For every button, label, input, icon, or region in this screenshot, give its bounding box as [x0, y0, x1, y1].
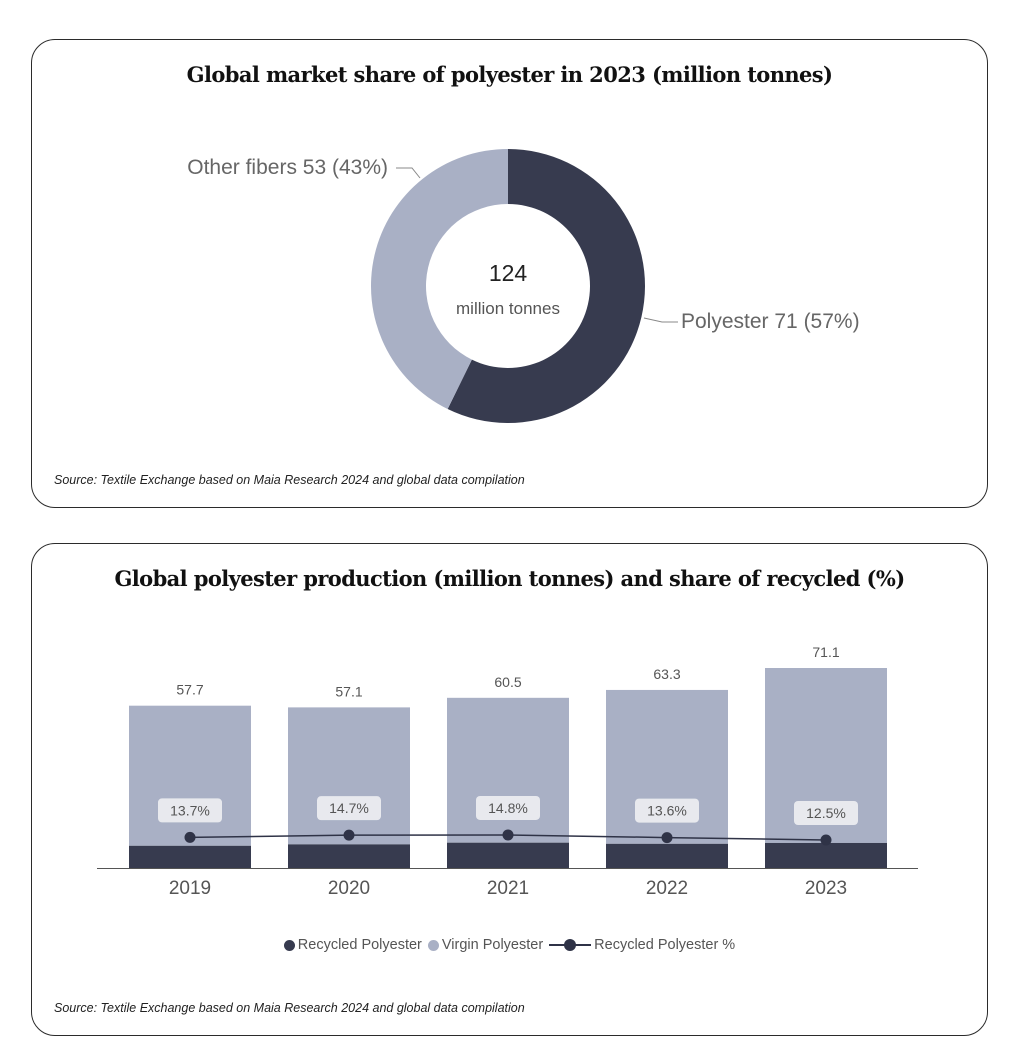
bar-recycled-2023 — [765, 842, 887, 868]
chart1-source: Source: Textile Exchange based on Maia R… — [54, 473, 525, 487]
legend-virgin-swatch — [427, 939, 439, 951]
recycled-pct-label-2021: 14.8% — [488, 800, 528, 816]
bar-virgin-2021 — [447, 697, 569, 843]
other-fibers-slice-label: Other fibers 53 (43%) — [187, 156, 388, 179]
donut-center-value: 124 — [489, 260, 528, 286]
chart2-legend: Recycled Polyester Virgin Polyester Recy… — [32, 937, 987, 953]
recycled-pct-label-2020: 14.7% — [329, 800, 369, 816]
x-tick-label-2019: 2019 — [169, 878, 211, 899]
bar-total-label-2020: 57.1 — [335, 683, 362, 699]
slice-polyester — [447, 149, 645, 423]
other-fibers-leader-line — [396, 167, 421, 179]
recycled-pct-point-2019 — [184, 831, 196, 843]
bar-virgin-2019 — [129, 705, 251, 846]
recycled-pct-label-2022: 13.6% — [647, 803, 687, 819]
bar-virgin-2020 — [288, 707, 410, 845]
chart2-title: Global polyester production (million ton… — [114, 566, 905, 591]
bar-total-label-2023: 71.1 — [812, 644, 839, 660]
chart1-title: Global market share of polyester in 2023… — [186, 62, 833, 87]
legend-virgin: Virgin Polyester — [427, 937, 544, 953]
recycled-pct-label-2023: 12.5% — [806, 805, 846, 821]
donut-chart: 124 million tonnes Polyester 71 (57%) Ot… — [187, 149, 860, 423]
legend-virgin-label: Virgin Polyester — [441, 937, 544, 953]
production-card: Global polyester production (million ton… — [31, 543, 988, 1036]
bar-recycled-2019 — [129, 845, 251, 868]
recycled-pct-label-bg-2020 — [317, 796, 381, 821]
legend-line-marker-icon — [549, 939, 592, 951]
recycled-pct-point-2022 — [661, 832, 673, 844]
recycled-pct-label-2019: 13.7% — [170, 802, 210, 818]
polyester-slice-label: Polyester 71 (57%) — [681, 310, 860, 333]
recycled-pct-label-bg-2023 — [794, 801, 858, 825]
chart2-source: Source: Textile Exchange based on Maia R… — [54, 1001, 525, 1015]
bar-total-label-2019: 57.7 — [176, 682, 203, 698]
polyester-leader-line — [643, 317, 678, 323]
legend-recycled: Recycled Polyester — [283, 937, 422, 953]
slice-other-fibers — [370, 149, 508, 409]
bar-total-label-2021: 60.5 — [494, 674, 521, 690]
legend-recycled-pct-label: Recycled Polyester % — [594, 937, 736, 953]
recycled-pct-point-2021 — [502, 829, 514, 841]
donut-center-unit: million tonnes — [456, 299, 560, 318]
recycled-pct-point-2023 — [820, 834, 832, 846]
recycled-pct-point-2020 — [343, 829, 355, 841]
legend-recycled-swatch — [283, 939, 295, 951]
bar-chart: 57.7 2019 57.1 2020 60.5 2021 63.3 2022 71.1 2023… — [97, 644, 918, 899]
bar-recycled-2021 — [447, 842, 569, 868]
recycled-pct-label-bg-2022 — [635, 798, 699, 823]
recycled-pct-label-bg-2019 — [158, 798, 222, 823]
bar-recycled-2020 — [288, 844, 410, 868]
market-share-card: Global market share of polyester in 2023… — [31, 39, 988, 508]
recycled-pct-label-bg-2021 — [476, 795, 540, 820]
legend-recycled-pct: Recycled Polyester % — [549, 937, 735, 953]
x-tick-label-2022: 2022 — [646, 878, 688, 899]
bar-total-label-2022: 63.3 — [653, 666, 680, 682]
bar-recycled-2022 — [606, 843, 728, 868]
x-tick-label-2020: 2020 — [328, 878, 370, 899]
x-tick-label-2023: 2023 — [805, 878, 847, 899]
x-tick-label-2021: 2021 — [487, 878, 529, 899]
legend-recycled-label: Recycled Polyester — [297, 937, 422, 953]
